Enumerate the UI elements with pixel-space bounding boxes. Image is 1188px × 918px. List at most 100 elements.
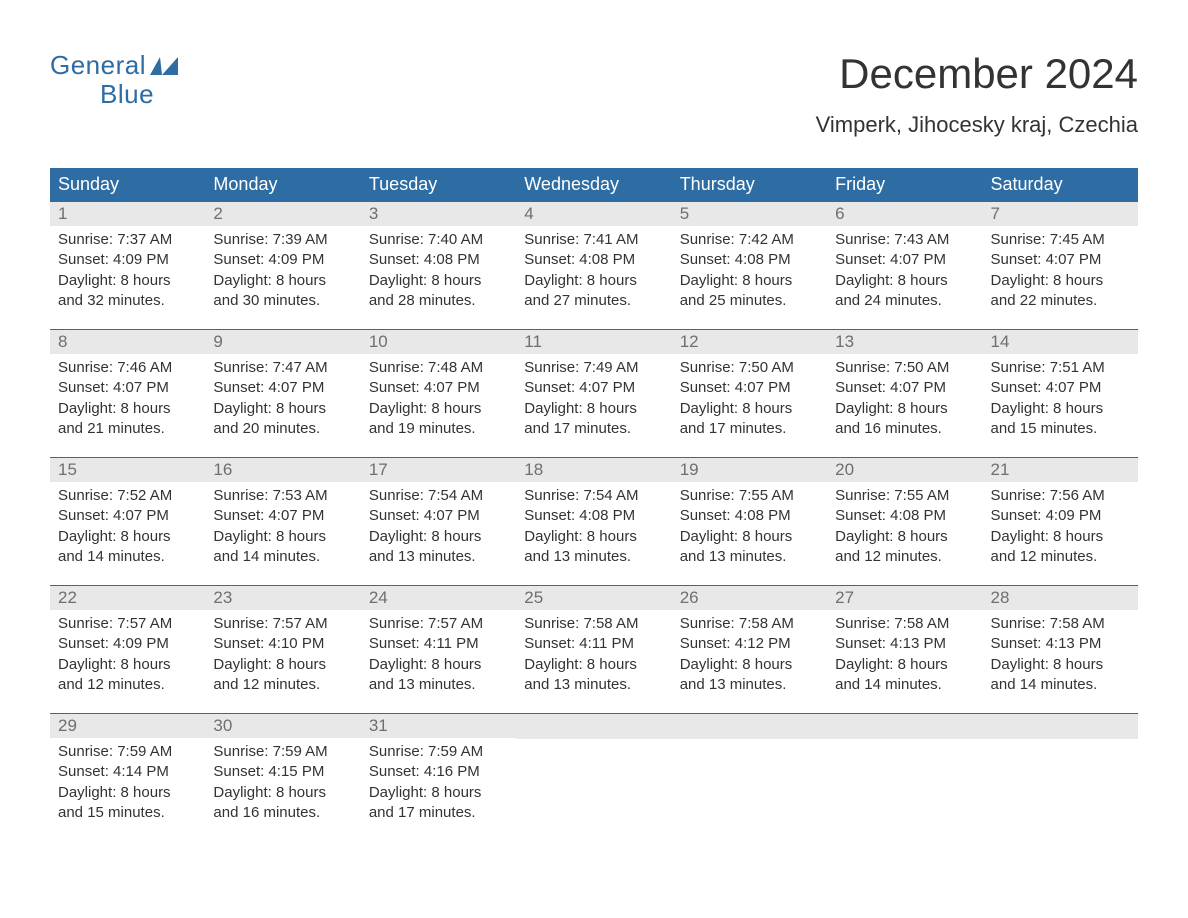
- day-body: Sunrise: 7:37 AMSunset: 4:09 PMDaylight:…: [50, 226, 205, 315]
- sunset-line: Sunset: 4:09 PM: [991, 506, 1130, 526]
- daylight-line: Daylight: 8 hours and 15 minutes.: [991, 399, 1130, 440]
- sunrise-line: Sunrise: 7:58 AM: [991, 614, 1130, 634]
- daylight-line: Daylight: 8 hours and 27 minutes.: [524, 271, 663, 312]
- calendar-day-cell: 4Sunrise: 7:41 AMSunset: 4:08 PMDaylight…: [516, 201, 671, 329]
- day-number: 18: [516, 457, 671, 482]
- weekday-header: Wednesday: [516, 168, 671, 201]
- day-body: Sunrise: 7:55 AMSunset: 4:08 PMDaylight:…: [672, 482, 827, 571]
- daylight-line: Daylight: 8 hours and 21 minutes.: [58, 399, 197, 440]
- empty-day-number: [516, 713, 671, 739]
- day-number: 16: [205, 457, 360, 482]
- calendar-day-cell: 15Sunrise: 7:52 AMSunset: 4:07 PMDayligh…: [50, 457, 205, 585]
- day-body: Sunrise: 7:58 AMSunset: 4:13 PMDaylight:…: [983, 610, 1138, 699]
- day-number: 27: [827, 585, 982, 610]
- sunrise-line: Sunrise: 7:57 AM: [58, 614, 197, 634]
- daylight-line: Daylight: 8 hours and 12 minutes.: [835, 527, 974, 568]
- calendar-day-cell: 14Sunrise: 7:51 AMSunset: 4:07 PMDayligh…: [983, 329, 1138, 457]
- daylight-line: Daylight: 8 hours and 25 minutes.: [680, 271, 819, 312]
- day-body: Sunrise: 7:57 AMSunset: 4:10 PMDaylight:…: [205, 610, 360, 699]
- daylight-line: Daylight: 8 hours and 13 minutes.: [369, 655, 508, 696]
- daylight-line: Daylight: 8 hours and 17 minutes.: [680, 399, 819, 440]
- daylight-line: Daylight: 8 hours and 14 minutes.: [213, 527, 352, 568]
- daylight-line: Daylight: 8 hours and 17 minutes.: [369, 783, 508, 824]
- sunset-line: Sunset: 4:11 PM: [524, 634, 663, 654]
- daylight-line: Daylight: 8 hours and 16 minutes.: [213, 783, 352, 824]
- sunrise-line: Sunrise: 7:41 AM: [524, 230, 663, 250]
- day-number: 5: [672, 201, 827, 226]
- sunrise-line: Sunrise: 7:54 AM: [524, 486, 663, 506]
- header-row: General Blue December 2024 Vimperk, Jiho…: [50, 50, 1138, 138]
- sunrise-line: Sunrise: 7:50 AM: [680, 358, 819, 378]
- day-body: Sunrise: 7:56 AMSunset: 4:09 PMDaylight:…: [983, 482, 1138, 571]
- day-number: 19: [672, 457, 827, 482]
- day-number: 24: [361, 585, 516, 610]
- calendar-day-cell: [827, 713, 982, 841]
- day-body: Sunrise: 7:55 AMSunset: 4:08 PMDaylight:…: [827, 482, 982, 571]
- calendar-week-row: 8Sunrise: 7:46 AMSunset: 4:07 PMDaylight…: [50, 329, 1138, 457]
- daylight-line: Daylight: 8 hours and 16 minutes.: [835, 399, 974, 440]
- empty-day-number: [983, 713, 1138, 739]
- calendar-day-cell: 23Sunrise: 7:57 AMSunset: 4:10 PMDayligh…: [205, 585, 360, 713]
- sunrise-line: Sunrise: 7:45 AM: [991, 230, 1130, 250]
- sunset-line: Sunset: 4:07 PM: [213, 378, 352, 398]
- sunrise-line: Sunrise: 7:59 AM: [58, 742, 197, 762]
- sunrise-line: Sunrise: 7:59 AM: [369, 742, 508, 762]
- calendar-day-cell: 6Sunrise: 7:43 AMSunset: 4:07 PMDaylight…: [827, 201, 982, 329]
- calendar-body: 1Sunrise: 7:37 AMSunset: 4:09 PMDaylight…: [50, 201, 1138, 841]
- day-body: Sunrise: 7:57 AMSunset: 4:11 PMDaylight:…: [361, 610, 516, 699]
- day-number: 15: [50, 457, 205, 482]
- location-line: Vimperk, Jihocesky kraj, Czechia: [816, 112, 1138, 138]
- day-body: Sunrise: 7:50 AMSunset: 4:07 PMDaylight:…: [672, 354, 827, 443]
- day-body: Sunrise: 7:59 AMSunset: 4:14 PMDaylight:…: [50, 738, 205, 827]
- calendar-day-cell: 7Sunrise: 7:45 AMSunset: 4:07 PMDaylight…: [983, 201, 1138, 329]
- daylight-line: Daylight: 8 hours and 28 minutes.: [369, 271, 508, 312]
- day-number: 2: [205, 201, 360, 226]
- sunrise-line: Sunrise: 7:52 AM: [58, 486, 197, 506]
- calendar-day-cell: 10Sunrise: 7:48 AMSunset: 4:07 PMDayligh…: [361, 329, 516, 457]
- calendar-day-cell: 27Sunrise: 7:58 AMSunset: 4:13 PMDayligh…: [827, 585, 982, 713]
- day-number: 11: [516, 329, 671, 354]
- calendar-day-cell: 19Sunrise: 7:55 AMSunset: 4:08 PMDayligh…: [672, 457, 827, 585]
- sunrise-line: Sunrise: 7:53 AM: [213, 486, 352, 506]
- sunset-line: Sunset: 4:07 PM: [991, 378, 1130, 398]
- sunrise-line: Sunrise: 7:40 AM: [369, 230, 508, 250]
- calendar-day-cell: 8Sunrise: 7:46 AMSunset: 4:07 PMDaylight…: [50, 329, 205, 457]
- calendar-day-cell: 26Sunrise: 7:58 AMSunset: 4:12 PMDayligh…: [672, 585, 827, 713]
- sunset-line: Sunset: 4:09 PM: [58, 250, 197, 270]
- sunrise-line: Sunrise: 7:39 AM: [213, 230, 352, 250]
- calendar-week-row: 15Sunrise: 7:52 AMSunset: 4:07 PMDayligh…: [50, 457, 1138, 585]
- sunset-line: Sunset: 4:12 PM: [680, 634, 819, 654]
- daylight-line: Daylight: 8 hours and 19 minutes.: [369, 399, 508, 440]
- calendar-day-cell: 3Sunrise: 7:40 AMSunset: 4:08 PMDaylight…: [361, 201, 516, 329]
- day-number: 13: [827, 329, 982, 354]
- sunrise-line: Sunrise: 7:58 AM: [835, 614, 974, 634]
- logo-word-1: General: [50, 50, 146, 81]
- sunrise-line: Sunrise: 7:59 AM: [213, 742, 352, 762]
- calendar-day-cell: 20Sunrise: 7:55 AMSunset: 4:08 PMDayligh…: [827, 457, 982, 585]
- day-number: 20: [827, 457, 982, 482]
- day-number: 10: [361, 329, 516, 354]
- day-number: 12: [672, 329, 827, 354]
- sunrise-line: Sunrise: 7:48 AM: [369, 358, 508, 378]
- calendar-day-cell: 24Sunrise: 7:57 AMSunset: 4:11 PMDayligh…: [361, 585, 516, 713]
- sunrise-line: Sunrise: 7:43 AM: [835, 230, 974, 250]
- sunrise-line: Sunrise: 7:46 AM: [58, 358, 197, 378]
- day-body: Sunrise: 7:46 AMSunset: 4:07 PMDaylight:…: [50, 354, 205, 443]
- day-body: Sunrise: 7:57 AMSunset: 4:09 PMDaylight:…: [50, 610, 205, 699]
- sunset-line: Sunset: 4:13 PM: [835, 634, 974, 654]
- calendar-day-cell: 17Sunrise: 7:54 AMSunset: 4:07 PMDayligh…: [361, 457, 516, 585]
- daylight-line: Daylight: 8 hours and 14 minutes.: [991, 655, 1130, 696]
- calendar-day-cell: 30Sunrise: 7:59 AMSunset: 4:15 PMDayligh…: [205, 713, 360, 841]
- calendar-day-cell: 5Sunrise: 7:42 AMSunset: 4:08 PMDaylight…: [672, 201, 827, 329]
- sunrise-line: Sunrise: 7:56 AM: [991, 486, 1130, 506]
- sunset-line: Sunset: 4:08 PM: [524, 506, 663, 526]
- day-body: Sunrise: 7:51 AMSunset: 4:07 PMDaylight:…: [983, 354, 1138, 443]
- day-number: 7: [983, 201, 1138, 226]
- sunrise-line: Sunrise: 7:57 AM: [369, 614, 508, 634]
- sunrise-line: Sunrise: 7:37 AM: [58, 230, 197, 250]
- day-number: 23: [205, 585, 360, 610]
- day-number: 28: [983, 585, 1138, 610]
- sunrise-line: Sunrise: 7:55 AM: [835, 486, 974, 506]
- sunset-line: Sunset: 4:15 PM: [213, 762, 352, 782]
- calendar-day-cell: 9Sunrise: 7:47 AMSunset: 4:07 PMDaylight…: [205, 329, 360, 457]
